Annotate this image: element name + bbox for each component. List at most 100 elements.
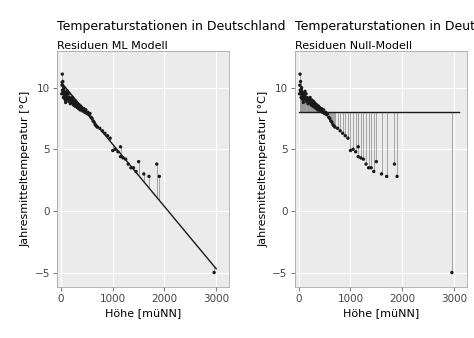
Point: [362, 161, 370, 167]
Point: [311, 105, 319, 110]
Point: [312, 106, 320, 111]
Point: [89, 118, 97, 124]
Point: [298, 91, 306, 97]
Point: [334, 126, 341, 131]
Point: [63, 94, 71, 99]
Point: [64, 91, 72, 97]
Point: [155, 174, 163, 179]
Point: [306, 95, 314, 100]
Point: [104, 133, 111, 139]
Point: [132, 169, 140, 174]
Point: [303, 98, 310, 104]
Point: [119, 155, 127, 161]
Point: [75, 106, 82, 111]
Point: [355, 154, 362, 160]
Point: [145, 174, 153, 179]
Point: [378, 171, 385, 177]
Point: [316, 105, 323, 110]
Point: [140, 171, 147, 177]
Point: [355, 144, 362, 149]
Point: [60, 88, 67, 93]
Point: [304, 97, 311, 103]
Point: [70, 97, 78, 103]
Point: [62, 95, 70, 100]
Point: [99, 128, 106, 134]
Point: [327, 118, 335, 124]
Point: [117, 144, 124, 149]
Point: [88, 116, 96, 121]
Point: [310, 102, 318, 107]
Point: [314, 107, 322, 113]
Point: [310, 98, 317, 104]
Point: [298, 85, 305, 90]
Point: [122, 156, 129, 162]
Point: [296, 91, 303, 97]
Point: [62, 100, 70, 105]
Point: [312, 103, 319, 109]
Point: [301, 94, 308, 99]
Point: [76, 107, 84, 113]
Point: [64, 96, 72, 101]
Point: [114, 149, 122, 154]
Point: [71, 100, 78, 105]
Point: [324, 111, 331, 116]
Point: [109, 148, 117, 153]
Point: [101, 130, 109, 136]
Point: [96, 126, 104, 131]
Point: [300, 91, 308, 97]
Point: [297, 95, 305, 100]
Point: [360, 156, 367, 162]
Point: [306, 100, 313, 105]
Point: [337, 128, 344, 134]
Point: [321, 111, 328, 116]
Point: [325, 115, 333, 120]
Point: [331, 124, 339, 130]
Point: [68, 97, 75, 103]
Point: [73, 100, 80, 105]
Point: [74, 103, 82, 109]
Point: [92, 123, 100, 128]
Point: [85, 112, 93, 118]
Text: Temperaturstationen in Deutschland: Temperaturstationen in Deutschland: [295, 20, 474, 33]
Point: [79, 108, 87, 114]
Point: [323, 112, 330, 118]
Point: [70, 102, 77, 107]
Point: [62, 97, 69, 103]
Point: [61, 92, 69, 98]
Point: [69, 98, 77, 104]
Point: [298, 88, 305, 93]
Point: [330, 123, 338, 128]
Point: [65, 95, 73, 100]
Point: [64, 89, 71, 94]
Point: [75, 102, 83, 107]
Point: [311, 101, 319, 106]
Point: [71, 103, 79, 109]
Point: [308, 97, 316, 103]
Point: [303, 95, 311, 100]
Point: [349, 147, 357, 152]
Point: [328, 119, 336, 125]
Point: [76, 105, 83, 110]
Point: [299, 92, 307, 98]
Point: [106, 136, 114, 141]
Point: [59, 79, 67, 84]
Point: [66, 101, 74, 106]
Point: [322, 110, 329, 115]
Point: [320, 107, 328, 113]
Point: [60, 95, 67, 100]
Point: [81, 110, 89, 115]
Point: [300, 100, 307, 105]
Point: [296, 82, 303, 88]
Point: [297, 79, 304, 84]
Point: [301, 89, 309, 94]
Point: [367, 165, 375, 170]
Point: [309, 103, 317, 109]
Point: [82, 107, 90, 113]
Point: [59, 89, 67, 94]
Point: [59, 88, 66, 93]
Text: Temperaturstationen in Deutschland: Temperaturstationen in Deutschland: [57, 20, 285, 33]
Point: [314, 105, 321, 110]
Point: [68, 100, 76, 105]
Point: [317, 108, 324, 114]
Point: [87, 115, 95, 120]
